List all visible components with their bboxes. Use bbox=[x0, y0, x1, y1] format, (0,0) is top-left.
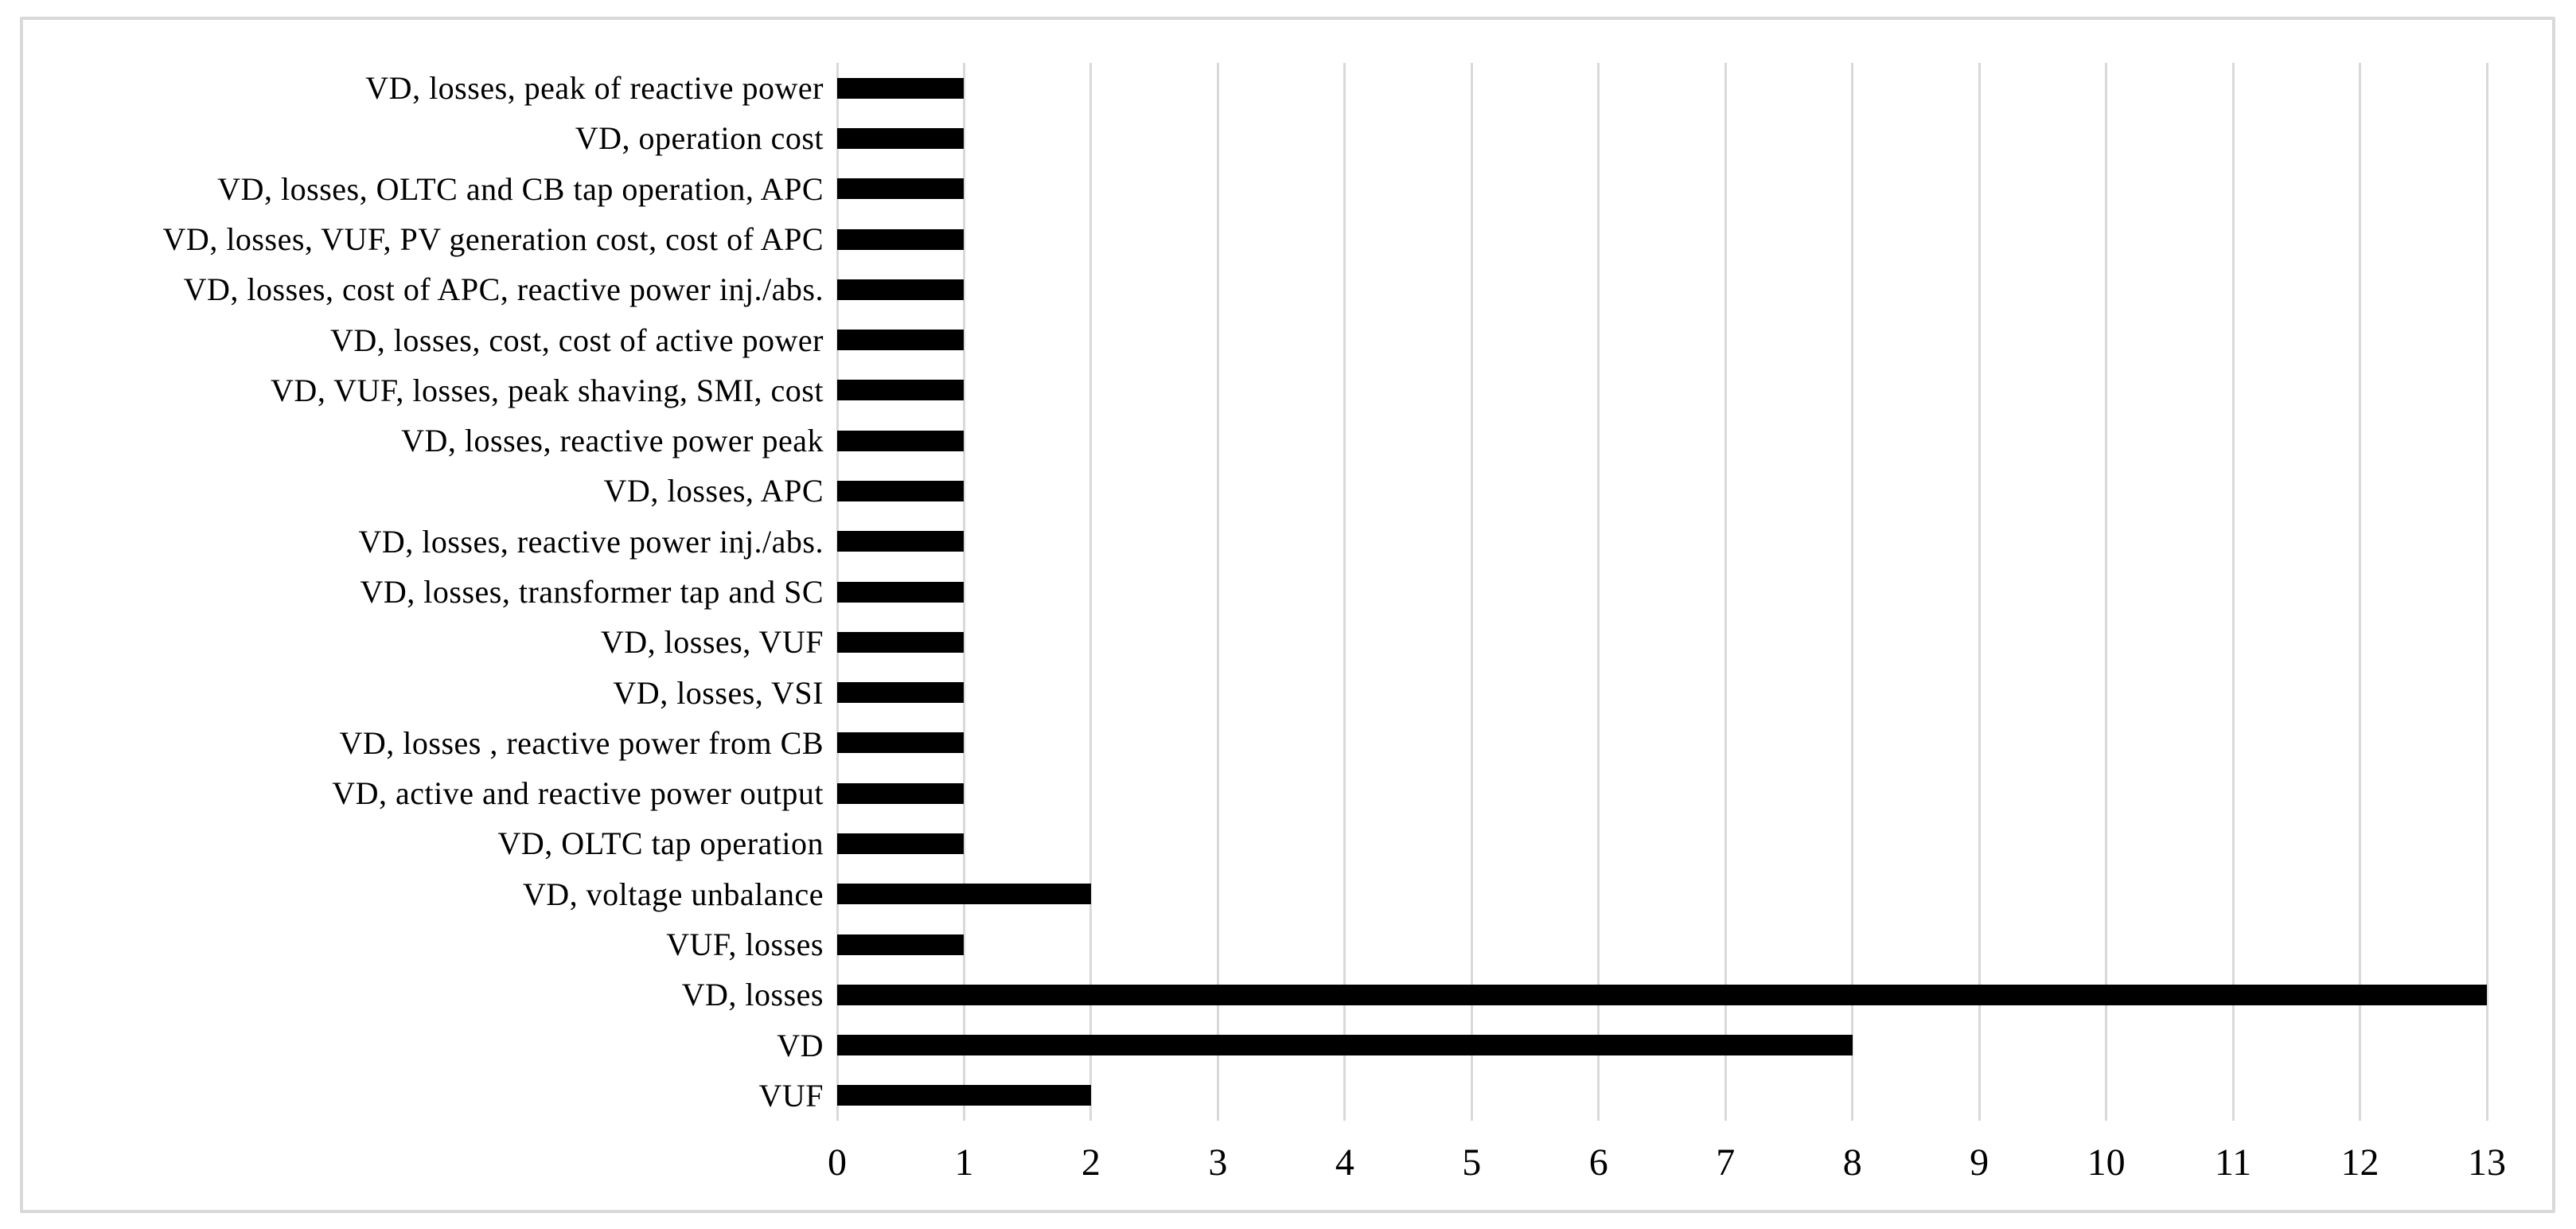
category-label: VD, losses, cost, cost of active power bbox=[330, 322, 824, 358]
bar bbox=[837, 279, 965, 300]
bar bbox=[837, 732, 965, 754]
category-label: VD, losses, VSI bbox=[613, 674, 824, 711]
bar bbox=[837, 884, 1091, 905]
category-label: VD, losses bbox=[681, 977, 824, 1013]
category-label: VUF bbox=[758, 1077, 824, 1114]
x-tick-label: 13 bbox=[2468, 1141, 2506, 1184]
bar bbox=[837, 1035, 1853, 1056]
x-tick-label: 0 bbox=[828, 1141, 847, 1184]
category-label: VD, losses, reactive power inj./abs. bbox=[358, 523, 824, 560]
category-label: VD, VUF, losses, peak shaving, SMI, cost bbox=[271, 372, 824, 408]
bar bbox=[837, 833, 965, 854]
category-label: VD, losses, cost of APC, reactive power … bbox=[183, 271, 824, 308]
category-label: VD, losses, transformer tap and SC bbox=[360, 573, 824, 610]
gridline bbox=[1978, 63, 1981, 1121]
bar bbox=[837, 682, 965, 704]
bar bbox=[837, 782, 965, 804]
category-label: VD bbox=[777, 1027, 824, 1063]
category-label: VD, voltage unbalance bbox=[522, 876, 824, 912]
gridline bbox=[2231, 63, 2235, 1121]
category-label: VD, losses, APC bbox=[603, 473, 824, 509]
gridline bbox=[1724, 63, 1727, 1121]
x-tick-label: 4 bbox=[1335, 1141, 1354, 1184]
category-label: VD, losses, peak of reactive power bbox=[365, 70, 824, 107]
bar bbox=[837, 77, 965, 99]
gridline bbox=[2359, 63, 2362, 1121]
gridline bbox=[1089, 63, 1093, 1121]
category-label: VUF, losses bbox=[666, 926, 824, 962]
gridline bbox=[1343, 63, 1346, 1121]
bar bbox=[837, 934, 965, 955]
x-tick-label: 7 bbox=[1716, 1141, 1736, 1184]
bar bbox=[837, 480, 965, 501]
gridline bbox=[1216, 63, 1219, 1121]
bar bbox=[837, 228, 965, 250]
bar bbox=[837, 531, 965, 552]
x-tick-label: 9 bbox=[1970, 1141, 1989, 1184]
category-label: VD, operation cost bbox=[575, 120, 824, 157]
category-label: VD, losses, reactive power peak bbox=[401, 423, 824, 459]
category-label: VD, losses, OLTC and CB tap operation, A… bbox=[217, 170, 824, 207]
bar bbox=[837, 380, 965, 401]
x-tick-label: 1 bbox=[954, 1141, 974, 1184]
x-tick-label: 2 bbox=[1081, 1141, 1101, 1184]
gridline bbox=[962, 63, 965, 1121]
category-label: VD, active and reactive power output bbox=[332, 775, 824, 812]
x-tick-label: 3 bbox=[1208, 1141, 1228, 1184]
bar bbox=[837, 127, 965, 149]
category-label: VD, OLTC tap operation bbox=[497, 825, 824, 862]
bar bbox=[837, 631, 965, 653]
x-tick-label: 11 bbox=[2214, 1141, 2252, 1184]
bar bbox=[837, 1085, 1091, 1106]
x-tick-label: 10 bbox=[2087, 1141, 2126, 1184]
figure-frame bbox=[20, 17, 2555, 1213]
plot-area bbox=[836, 63, 2488, 1121]
bar bbox=[837, 178, 965, 200]
category-label: VD, losses , reactive power from CB bbox=[339, 724, 824, 761]
gridline bbox=[1597, 63, 1600, 1121]
gridline bbox=[2485, 63, 2488, 1121]
bar bbox=[837, 330, 965, 351]
x-tick-label: 6 bbox=[1588, 1141, 1608, 1184]
gridline bbox=[1470, 63, 1473, 1121]
x-tick-label: 5 bbox=[1462, 1141, 1482, 1184]
bar bbox=[837, 581, 965, 603]
bar bbox=[837, 430, 965, 451]
bar bbox=[837, 984, 2487, 1005]
category-label: VD, losses, VUF, PV generation cost, cos… bbox=[162, 220, 824, 257]
x-tick-label: 12 bbox=[2340, 1141, 2379, 1184]
category-label: VD, losses, VUF bbox=[600, 624, 824, 661]
gridline bbox=[2105, 63, 2108, 1121]
x-tick-label: 8 bbox=[1842, 1141, 1862, 1184]
gridline bbox=[1851, 63, 1854, 1121]
